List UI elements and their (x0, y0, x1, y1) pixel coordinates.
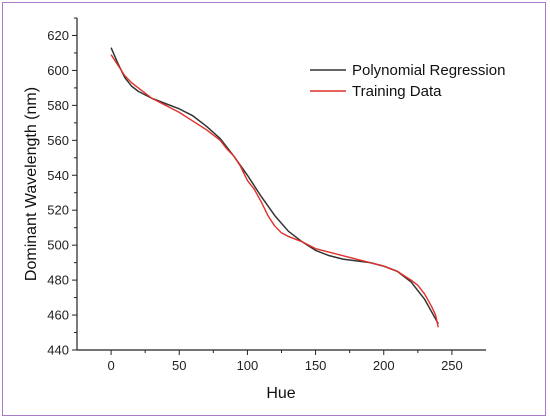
series-line-training-data (110, 54, 439, 328)
legend-label-polynomial: Polynomial Regression (352, 62, 505, 79)
y-tick-label: 460 (47, 308, 69, 323)
y-tick-label: 540 (47, 168, 69, 183)
y-tick-label: 440 (47, 343, 69, 358)
legend-label-training: Training Data (352, 83, 442, 100)
ticks-group (72, 17, 453, 355)
series-layer (110, 47, 439, 328)
tick-labels-group: 0 50 100 150 200 250 440 460 480 500 520 540 560 580 6… (47, 28, 462, 373)
x-tick-label: 250 (441, 358, 463, 373)
legend: Polynomial Regression Training Data (310, 62, 505, 100)
y-tick-label: 620 (47, 28, 69, 43)
x-tick-label: 0 (107, 358, 114, 373)
x-tick-label: 100 (237, 358, 259, 373)
y-tick-label: 500 (47, 238, 69, 253)
x-axis-label: Hue (266, 385, 295, 402)
x-tick-label: 150 (305, 358, 327, 373)
y-tick-label: 560 (47, 133, 69, 148)
y-axis-label: Dominant Wavelength (nm) (23, 87, 40, 281)
y-tick-label: 480 (47, 273, 69, 288)
y-tick-label: 600 (47, 63, 69, 78)
x-tick-label: 50 (172, 358, 186, 373)
y-tick-label: 520 (47, 203, 69, 218)
figure-frame (2, 2, 546, 416)
y-tick-label: 580 (47, 98, 69, 113)
x-tick-label: 200 (373, 358, 395, 373)
